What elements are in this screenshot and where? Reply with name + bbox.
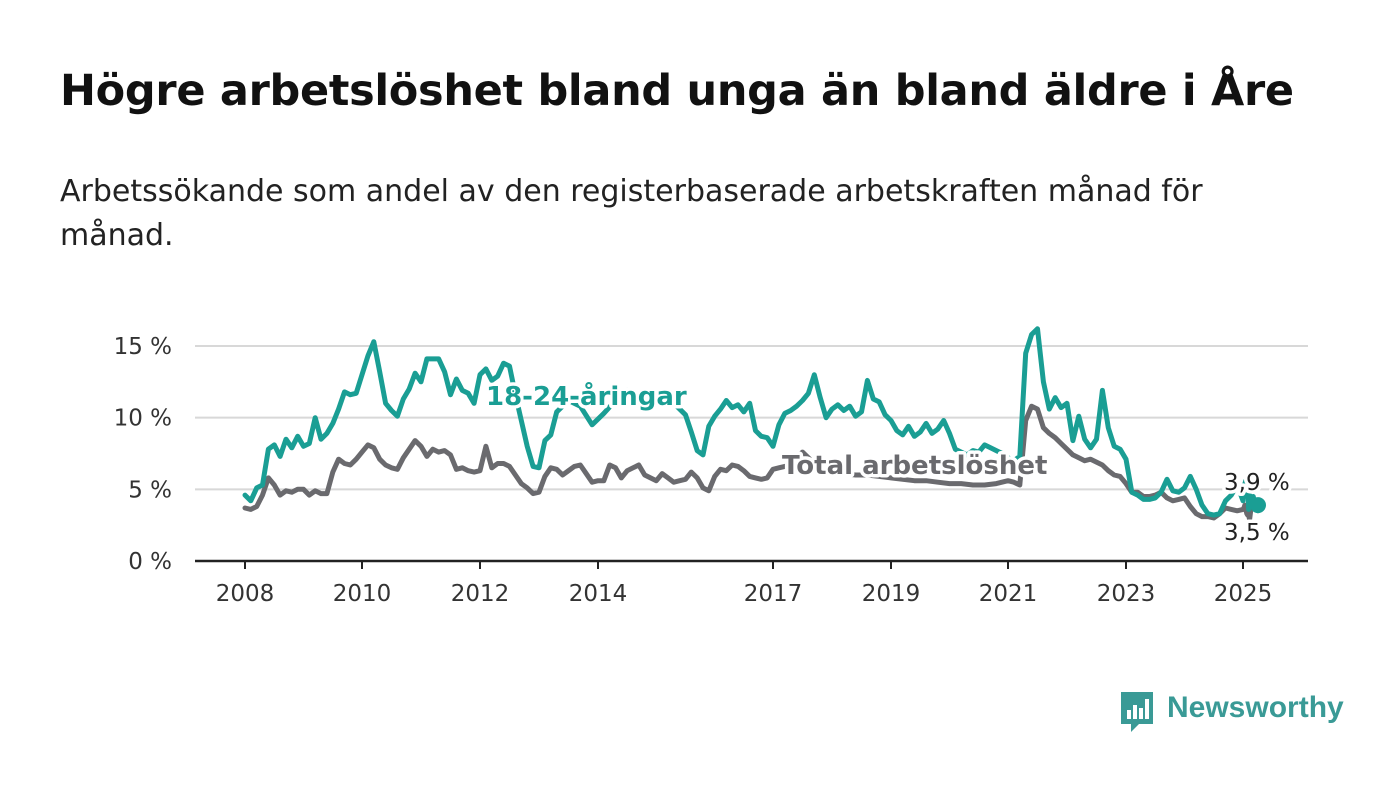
end-value-total: 3,5 %	[1224, 520, 1290, 546]
x-tick-label: 2019	[862, 581, 921, 607]
end-value-youth-halo: 3,9 %	[1224, 470, 1290, 496]
newsworthy-logo-icon	[1121, 692, 1153, 732]
page-subtitle: Arbetssökande som andel av den registerb…	[60, 174, 1203, 253]
end-value-total-halo: 3,5 %	[1224, 520, 1290, 546]
series-label-youth-halo: 18-24-åringar	[486, 380, 687, 412]
x-tick-label: 2017	[744, 581, 803, 607]
x-tick-label: 2025	[1214, 581, 1273, 607]
y-axis-ticks: 0 % 5 % 10 % 15 %	[114, 334, 172, 575]
series-label-youth: 18-24-åringar	[486, 380, 687, 412]
y-tick-label: 10 %	[114, 406, 172, 432]
x-tick-label: 2012	[451, 581, 510, 607]
x-tick-label: 2008	[216, 581, 275, 607]
x-tick-label: 2014	[569, 581, 628, 607]
page-title: Högre arbetslöshet bland unga än bland ä…	[60, 66, 1294, 116]
x-axis-ticks: 2008 2010 2012 2014 2017 2019 2021 2023 2025	[216, 561, 1273, 607]
series-line-total	[242, 403, 1261, 522]
brand-name: Newsworthy	[1167, 691, 1344, 724]
series-label-total: Total arbetslöshet	[782, 451, 1047, 481]
series-lines	[242, 326, 1266, 522]
y-tick-label: 5 %	[128, 477, 172, 503]
y-tick-label: 15 %	[114, 334, 172, 360]
y-tick-label: 0 %	[128, 549, 172, 575]
series-endpoint-youth	[1250, 497, 1266, 514]
x-tick-label: 2021	[979, 581, 1038, 607]
series-line-youth	[242, 326, 1261, 518]
x-tick-label: 2023	[1097, 581, 1156, 607]
series-label-total-halo: Total arbetslöshet	[782, 451, 1047, 481]
end-value-youth: 3,9 %	[1224, 470, 1290, 496]
x-tick-label: 2010	[333, 581, 392, 607]
